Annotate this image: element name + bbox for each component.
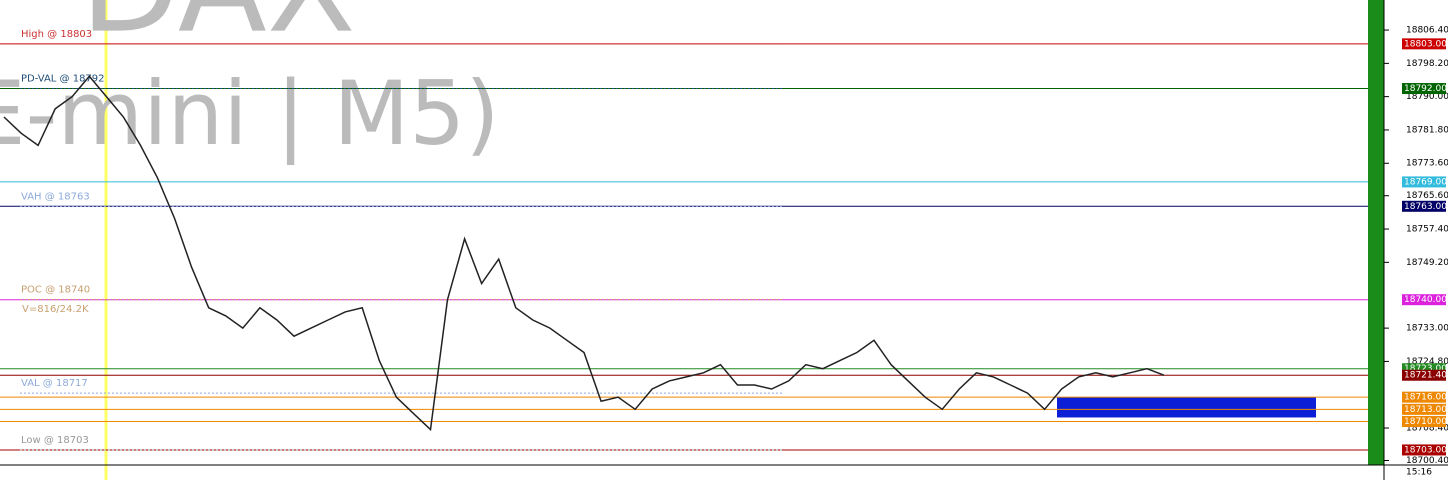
price-tag [1402, 176, 1446, 188]
level-label: POC @ 18740 [21, 285, 90, 296]
price-tag [1402, 416, 1446, 428]
price-tag-label: 18713.00 [1404, 405, 1447, 415]
side-bar [1368, 0, 1384, 465]
y-tick-label: 18773.60 [1406, 159, 1448, 169]
level-label: VAL @ 18717 [21, 378, 88, 389]
y-tick-label: 18798.20 [1406, 59, 1448, 69]
price-tag-label: 18803.00 [1404, 39, 1447, 49]
price-tag-label: 18740.00 [1404, 295, 1447, 305]
y-tick-label: 18733.00 [1406, 324, 1448, 334]
price-tag [1402, 200, 1446, 212]
zone [1057, 397, 1316, 418]
y-tick-label: 18708.40 [1406, 424, 1448, 434]
price-tag-label: 18763.00 [1404, 202, 1447, 212]
price-line [3, 75, 1165, 432]
price-tag [1402, 38, 1446, 50]
price-tag [1402, 363, 1446, 375]
y-tick-label: 18757.40 [1406, 225, 1448, 235]
price-tag [1402, 369, 1446, 381]
price-tag [1402, 444, 1446, 456]
price-tag [1402, 83, 1446, 95]
y-tick-label: 18765.60 [1406, 191, 1448, 201]
price-tag-label: 18716.00 [1404, 393, 1447, 403]
y-tick-label: 18790.00 [1406, 92, 1448, 102]
level-label: Low @ 18703 [21, 435, 89, 446]
price-tag-label: 18710.00 [1404, 417, 1447, 427]
y-tick-label: 18781.80 [1406, 125, 1448, 135]
volume-label: V=816/24.2K [22, 304, 89, 315]
y-tick-label: 18749.20 [1406, 258, 1448, 268]
y-tick-label: 18700.40 [1406, 456, 1448, 466]
price-tag-label: 18721.40 [1404, 371, 1447, 381]
y-tick-label: 18806.40 [1406, 26, 1448, 36]
price-tag-label: 18792.00 [1404, 84, 1447, 94]
price-tag-label: 18769.00 [1404, 177, 1447, 187]
price-tag [1402, 391, 1446, 403]
price-tag-label: 18703.00 [1404, 445, 1447, 455]
price-tag [1402, 403, 1446, 415]
y-tick-label: 18724.80 [1406, 357, 1448, 367]
watermark: DAX [80, 0, 356, 62]
level-label: High @ 18803 [21, 29, 92, 40]
time-label: 15:16 [1406, 468, 1432, 478]
price-tag-label: 18723.00 [1404, 364, 1447, 374]
level-label: PD-VAL @ 18792 [21, 74, 105, 85]
level-label: VAH @ 18763 [21, 191, 90, 202]
price-tag [1402, 294, 1446, 306]
watermark: E-mini | M5) [0, 62, 500, 166]
